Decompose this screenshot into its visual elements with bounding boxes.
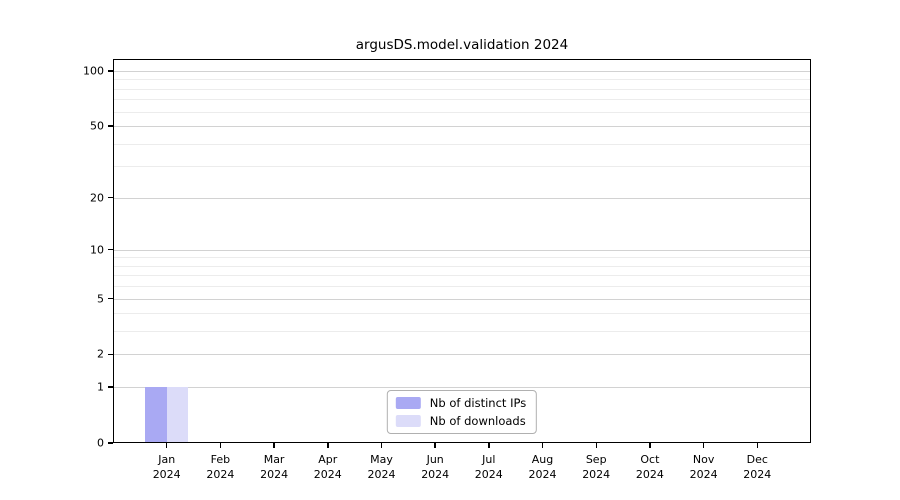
legend: Nb of distinct IPs Nb of downloads [386,390,538,434]
y-tick-label: 2 [97,347,104,361]
bar-nb-of-downloads-jan [166,387,189,442]
x-tick-label: Aug 2024 [528,453,557,481]
x-tick-mark [434,443,436,448]
x-tick-mark [488,443,490,448]
y-tick-mark [108,248,113,251]
gridline-major [114,387,810,389]
gridline-minor [114,88,810,90]
x-tick-mark [595,443,597,448]
gridline-minor [114,313,810,315]
x-tick-mark [756,443,759,448]
legend-swatch-downloads [395,415,421,427]
y-tick-mark [108,297,113,300]
y-tick-label: 1 [97,380,104,394]
y-tick-label: 10 [90,243,104,257]
x-tick-mark [165,443,168,448]
gridline-minor [114,111,810,113]
x-tick-mark [380,443,383,448]
x-tick-label: Dec 2024 [743,453,772,481]
gridline-minor [114,275,810,277]
x-tick-mark [702,443,705,448]
x-tick-mark [219,443,222,448]
gridline-minor [114,143,810,145]
x-tick-label: Mar 2024 [260,453,289,481]
gridline-minor [114,99,810,101]
x-tick-mark [649,443,651,448]
y-tick-label: 5 [97,292,104,305]
y-tick-label: 50 [90,119,104,133]
gridline-major [114,70,810,72]
y-tick-label: 100 [83,64,104,78]
gridline-minor [114,265,810,267]
gridline-minor [114,79,810,81]
gridline-major [114,249,810,251]
x-tick-label: May 2024 [367,453,396,481]
x-tick-label: Feb 2024 [206,453,235,481]
x-tick-label: Jul 2024 [474,453,503,481]
gridline-minor [114,286,810,288]
gridline-minor [114,331,810,333]
x-tick-label: Jun 2024 [421,453,450,481]
legend-swatch-distinct-ips [395,397,421,409]
x-tick-label: Nov 2024 [689,453,718,481]
x-tick-label: Oct 2024 [635,453,664,481]
chart-title: argusDS.model.validation 2024 [355,37,569,53]
gridline-minor [114,257,810,259]
x-tick-label: Jan 2024 [152,453,181,481]
gridline-major [114,197,810,199]
x-tick-mark [327,443,329,448]
x-tick-label: Sep 2024 [582,453,611,481]
legend-label: Nb of distinct IPs [429,396,527,410]
legend-label: Nb of downloads [429,414,526,428]
y-tick-label: 0 [97,436,104,450]
x-tick-mark [541,443,544,448]
gridline-minor [114,166,810,168]
y-tick-mark [108,386,113,388]
y-tick-mark [108,125,113,127]
x-tick-mark [273,443,275,448]
x-tick-label: Apr 2024 [313,453,342,481]
y-tick-mark [108,442,113,444]
bar-nb-of-distinct-ips-jan [145,387,167,442]
gridline-major [114,298,810,300]
plot-area [113,59,811,443]
y-tick-mark [108,353,113,356]
legend-item: Nb of distinct IPs [395,396,527,410]
legend-item: Nb of downloads [395,414,526,428]
gridline-major [114,354,810,356]
y-tick-mark [108,196,113,199]
y-tick-mark [108,70,113,72]
gridline-major [114,126,810,127]
y-tick-label: 20 [90,191,104,204]
